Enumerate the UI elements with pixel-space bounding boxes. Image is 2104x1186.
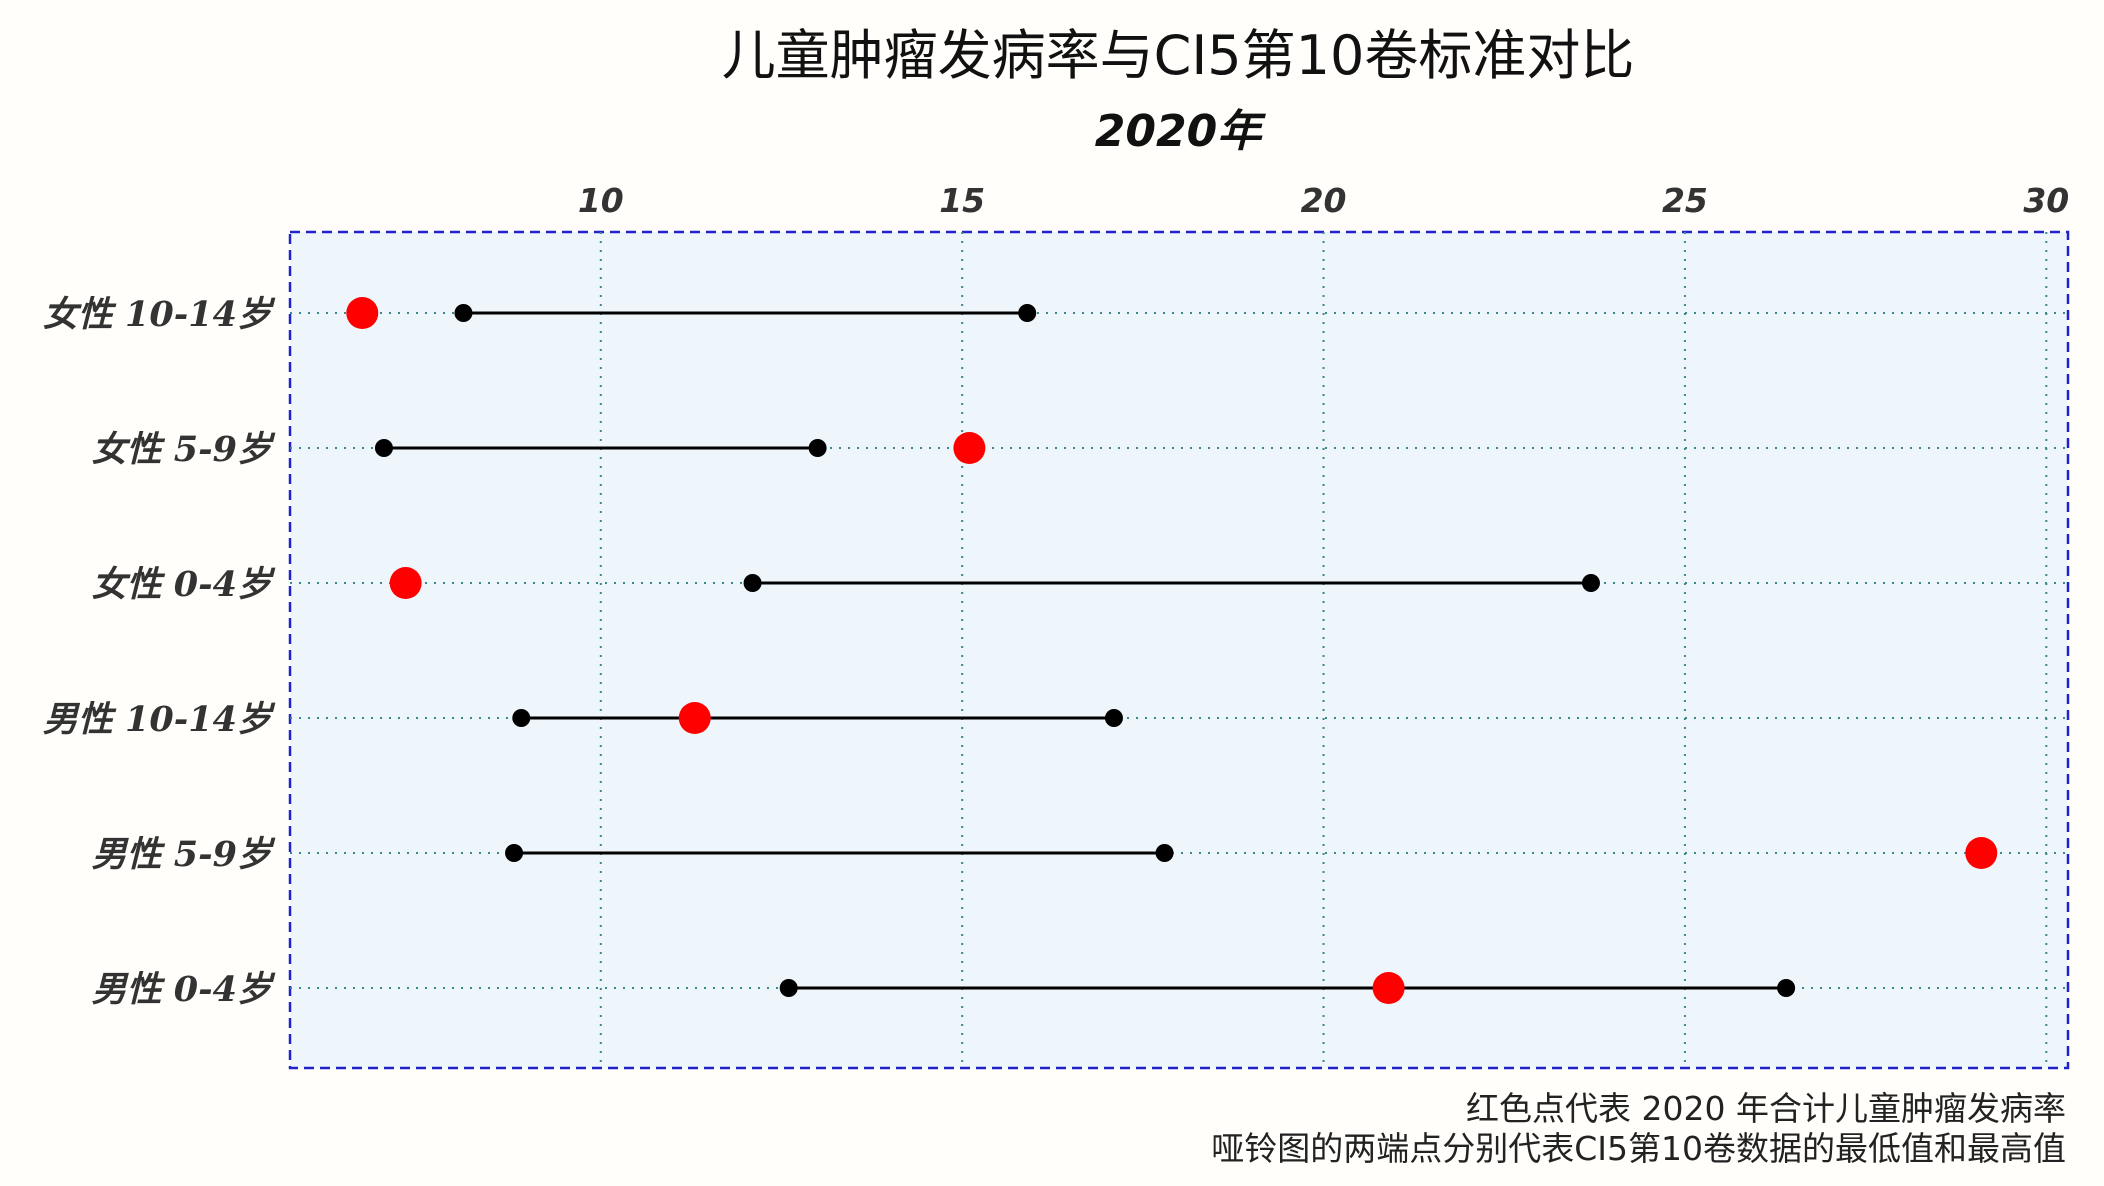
rate-2020-point — [346, 297, 379, 329]
ci5-max-point — [1155, 844, 1174, 862]
ci5-max-point — [808, 439, 827, 457]
chart-subtitle: 2020年 — [1095, 106, 1266, 157]
plot-panel — [288, 230, 2070, 1070]
x-tick-label: 10 — [578, 181, 624, 220]
category-label: 男性 5-9岁 — [92, 834, 276, 875]
rate-2020-point — [1372, 972, 1405, 1004]
ci5-max-point — [1581, 574, 1600, 592]
caption-line-2: 哑铃图的两端点分别代表CI5第10卷数据的最低值和最高值 — [1211, 1129, 2066, 1168]
rate-2020-point — [953, 432, 986, 464]
ci5-min-point — [779, 979, 798, 997]
ci5-min-point — [512, 709, 531, 727]
rate-2020-point — [389, 567, 422, 599]
category-label: 男性 0-4岁 — [92, 969, 276, 1010]
category-label: 男性 10-14岁 — [43, 699, 276, 740]
x-tick-label: 15 — [939, 181, 985, 220]
category-label: 女性 10-14岁 — [43, 294, 276, 335]
x-tick-label: 30 — [2023, 181, 2069, 220]
category-label: 女性 5-9岁 — [92, 429, 276, 470]
rate-2020-point — [1965, 837, 1998, 869]
ci5-max-point — [1104, 709, 1123, 727]
category-label: 女性 0-4岁 — [92, 564, 276, 605]
chart-title: 儿童肿瘤发病率与CI5第10卷标准对比 — [722, 24, 1635, 87]
x-tick-label: 25 — [1662, 181, 1708, 220]
ci5-min-point — [454, 304, 473, 322]
rate-2020-point — [678, 702, 711, 734]
ci5-min-point — [374, 439, 393, 457]
caption-line-1: 红色点代表 2020 年合计儿童肿瘤发病率 — [1466, 1089, 2066, 1128]
x-tick-label: 20 — [1301, 181, 1347, 220]
x-axis-ticks: 10 15 20 25 30 — [578, 181, 2069, 220]
ci5-min-point — [505, 844, 524, 862]
ci5-max-point — [1018, 304, 1037, 322]
ci5-min-point — [743, 574, 762, 592]
dumbbell-marks — [346, 297, 1998, 1004]
ci5-max-point — [1777, 979, 1796, 997]
